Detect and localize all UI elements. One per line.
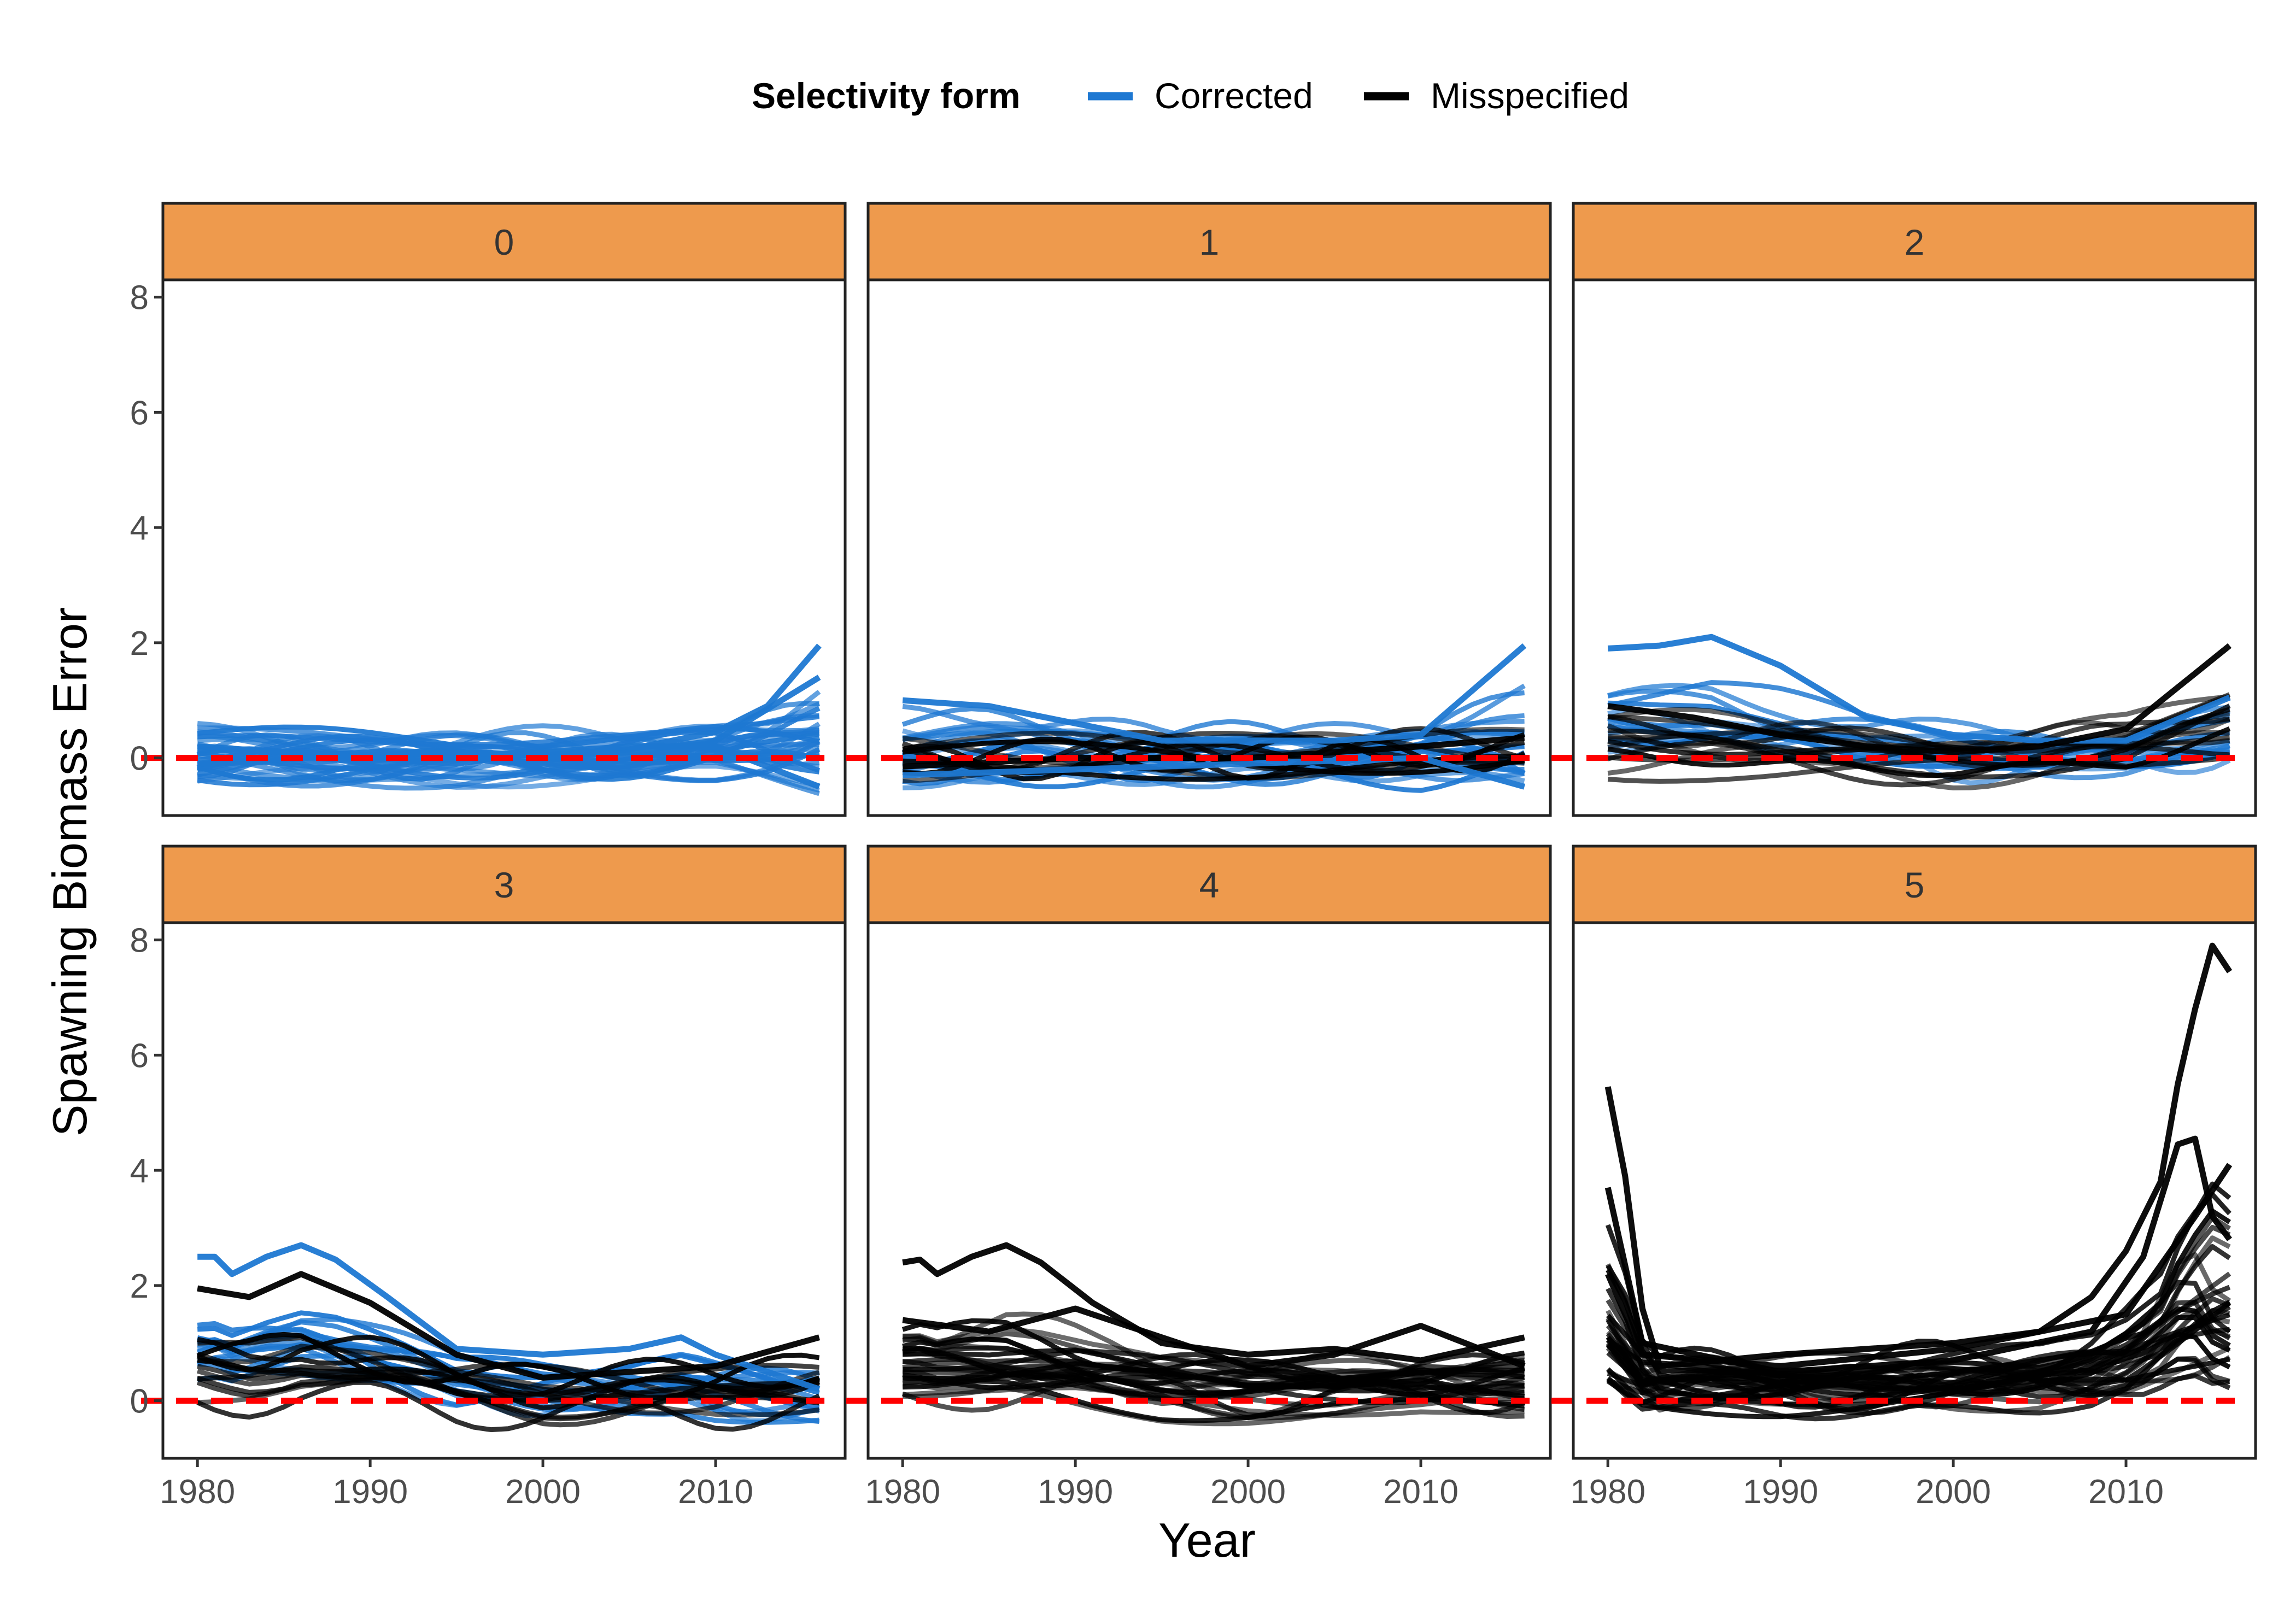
x-tick-label: 1980	[1570, 1473, 1645, 1511]
series-line-background	[1607, 694, 2231, 754]
legend-label-misspecified: Misspecified	[1431, 75, 1629, 116]
facet-strip-label: 0	[494, 222, 514, 262]
facet-strip-label: 5	[1905, 865, 1925, 905]
panel-border	[1572, 921, 2257, 1460]
facet-panel-4: 4 1980 1990 2000 2010	[846, 844, 1552, 1511]
panel-border	[161, 278, 847, 817]
legend: Selectivity form Corrected Misspecified	[752, 75, 1629, 116]
series-line-misspecified	[902, 1242, 1525, 1364]
legend-title: Selectivity form	[752, 75, 1021, 116]
panel-border	[161, 921, 847, 1460]
series-lines	[196, 643, 822, 796]
facet-panel-5: 5 1980 1990 2000 2010	[1551, 844, 2257, 1511]
facet-panel-0: 0 0 2 4 6 8	[130, 202, 847, 817]
facet-panels: 0 0 2 4 6 8 1 2 3 0 2 4 6 8 1980 1990 2000 2010 4 1980 1990 2…	[130, 202, 2257, 1511]
series-line-corrected	[1607, 634, 2231, 744]
series-line-misspecified	[197, 1271, 821, 1381]
x-tick-label: 1990	[1743, 1473, 1818, 1511]
series-lines	[1607, 634, 2232, 790]
panel-border	[866, 921, 1552, 1460]
series-line-background	[197, 760, 820, 793]
series-lines	[1604, 942, 2233, 1422]
series-line-background	[1606, 1192, 2231, 1383]
series-line-background	[1607, 1327, 2230, 1410]
y-tick-label: 0	[130, 1383, 149, 1421]
panel-border	[866, 278, 1552, 817]
x-tick-label: 1990	[332, 1473, 408, 1511]
facet-panel-2: 2	[1551, 202, 2257, 817]
series-lines	[901, 643, 1527, 793]
x-tick-label: 1980	[865, 1473, 940, 1511]
y-tick-label: 8	[130, 922, 149, 960]
y-axis-title: Spawning Biomass Error	[43, 607, 97, 1136]
facet-panel-3: 3 0 2 4 6 8 1980 1990 2000 2010	[130, 844, 847, 1511]
legend-label-corrected: Corrected	[1155, 75, 1313, 116]
x-tick-label: 2000	[505, 1473, 581, 1511]
series-line-background	[196, 1334, 821, 1398]
series-line-misspecified	[1605, 1163, 2233, 1369]
facet-strip-label: 3	[494, 865, 514, 905]
series-line-background	[903, 1347, 1525, 1389]
series-line-background	[1607, 726, 2231, 778]
y-tick-label: 0	[130, 740, 149, 778]
series-line-misspecified	[902, 1305, 1526, 1369]
series-line-misspecified	[1607, 643, 2232, 755]
panel-border	[1572, 278, 2257, 817]
series-line-background	[196, 1370, 820, 1428]
x-tick-label: 1990	[1038, 1473, 1113, 1511]
facet-strip-label: 1	[1199, 222, 1220, 262]
x-tick-label: 1980	[160, 1473, 235, 1511]
series-line-background	[197, 724, 820, 750]
y-tick-label: 6	[130, 394, 149, 432]
y-tick-label: 2	[130, 625, 149, 662]
series-line-background	[903, 1367, 1525, 1408]
x-tick-label: 2010	[2088, 1473, 2164, 1511]
y-tick-label: 4	[130, 509, 149, 547]
facet-strip	[1572, 844, 2257, 924]
series-lines	[901, 1242, 1526, 1427]
y-tick-label: 8	[130, 279, 149, 317]
y-tick-label: 6	[130, 1037, 149, 1075]
x-axis-title: Year	[1158, 1513, 1256, 1567]
x-tick-label: 2010	[1383, 1473, 1459, 1511]
facet-strip	[1572, 202, 2257, 281]
facet-strip	[161, 844, 847, 924]
facet-strip	[866, 844, 1552, 924]
series-line-background	[903, 1351, 1525, 1402]
y-tick-label: 2	[130, 1268, 149, 1305]
x-tick-label: 2000	[1210, 1473, 1286, 1511]
series-line-background	[197, 764, 820, 790]
series-line-corrected	[197, 1242, 821, 1392]
facet-strip	[161, 202, 847, 281]
y-tick-label: 4	[130, 1152, 149, 1190]
x-tick-label: 2010	[678, 1473, 753, 1511]
facet-strip-label: 4	[1199, 865, 1220, 905]
facet-panel-1: 1	[846, 202, 1552, 817]
x-tick-label: 2000	[1916, 1473, 1991, 1511]
series-line-background	[197, 1364, 819, 1420]
facet-strip-label: 2	[1905, 222, 1925, 262]
series-line-corrected	[902, 643, 1527, 744]
